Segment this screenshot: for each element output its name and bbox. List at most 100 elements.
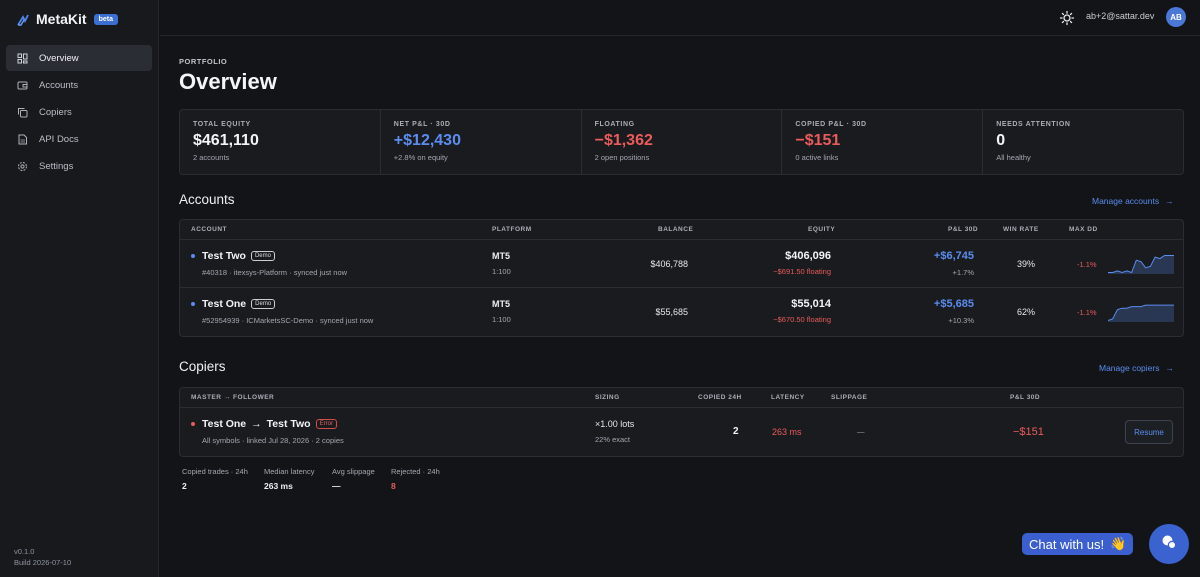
platform: MT5 xyxy=(492,251,510,261)
sidebar-item-settings[interactable]: Settings xyxy=(6,153,152,179)
stat-sub: 0 active links xyxy=(795,153,839,162)
max-drawdown: -1.1% xyxy=(1077,260,1097,269)
manage-accounts-link[interactable]: Manage accounts → xyxy=(1092,196,1174,206)
footer-stat-value: — xyxy=(332,481,341,491)
sparkline-line xyxy=(1108,255,1174,274)
footer-stat-value: 8 xyxy=(391,481,396,491)
stat-total-equity: TOTAL EQUITY $461,110 2 accounts xyxy=(180,110,381,174)
stats-bar: TOTAL EQUITY $461,110 2 accounts NET P&L… xyxy=(179,109,1184,175)
pnl-percent: +10.3% xyxy=(948,316,974,325)
table-row[interactable]: Test One → Test Two Error All symbols · … xyxy=(180,408,1183,456)
sizing-exact: 22% exact xyxy=(595,435,631,444)
footer-stat-value: 2 xyxy=(182,481,187,491)
version-number: v0.1.0 xyxy=(14,547,35,556)
footer-stat-label: Rejected · 24h xyxy=(391,467,440,476)
floating: −$670.50 floating xyxy=(773,315,831,324)
avatar[interactable]: AB xyxy=(1166,7,1186,27)
user-email[interactable]: ab+2@sattar.dev xyxy=(1086,11,1155,21)
document-icon xyxy=(17,134,28,145)
account-name-text: Test Two xyxy=(202,250,246,262)
arrow-right-icon: → xyxy=(251,418,262,430)
stat-sub: All healthy xyxy=(996,153,1031,162)
brand[interactable]: MetaKit beta xyxy=(17,10,118,28)
footer-stat-avg-slippage: Avg slippage — xyxy=(332,467,375,491)
stat-value: 0 xyxy=(996,132,1006,149)
account-name: Test One Demo xyxy=(202,298,276,310)
col-platform: PLATFORM xyxy=(492,226,532,233)
sidebar-item-label: Accounts xyxy=(39,79,79,91)
sidebar-item-api-docs[interactable]: API Docs xyxy=(6,126,152,152)
col-equity: EQUITY xyxy=(808,226,836,233)
topbar: ab+2@sattar.dev AB xyxy=(160,0,1200,36)
equity-sparkline xyxy=(1108,304,1174,322)
resume-button[interactable]: Resume xyxy=(1125,420,1173,444)
sun-icon[interactable] xyxy=(1059,10,1075,26)
stat-label: NET P&L · 30D xyxy=(393,121,451,128)
sidebar: MetaKit beta Overview Accounts Copiers A… xyxy=(0,0,159,577)
sidebar-item-copiers[interactable]: Copiers xyxy=(6,99,152,125)
account-name-text: Test One xyxy=(202,298,247,310)
equity: $55,014 xyxy=(791,298,831,310)
page-title: Overview xyxy=(179,69,277,94)
sparkline-line xyxy=(1108,304,1174,321)
footer-stat-label: Copied trades · 24h xyxy=(182,467,248,476)
stat-label: FLOATING xyxy=(594,121,635,128)
follower-name: Test Two xyxy=(266,418,311,430)
metakit-logo-icon xyxy=(17,13,29,26)
manage-copiers-link[interactable]: Manage copiers → xyxy=(1099,363,1174,373)
leverage: 1:100 xyxy=(492,267,511,276)
chat-button[interactable] xyxy=(1149,524,1189,564)
col-pnl: P&L 30D xyxy=(948,226,979,233)
chat-prompt-bubble[interactable]: Chat with us! 👋 xyxy=(1022,533,1134,555)
manage-copiers-label: Manage copiers xyxy=(1099,363,1160,373)
stat-floating: FLOATING −$1,362 2 open positions xyxy=(582,110,783,174)
manage-accounts-label: Manage accounts xyxy=(1092,196,1160,206)
status-dot xyxy=(191,422,195,426)
brand-name: MetaKit xyxy=(36,11,87,27)
stat-value: +$12,430 xyxy=(393,132,461,149)
platform: MT5 xyxy=(492,299,510,309)
build-date: Build 2026-07-10 xyxy=(14,558,72,567)
latency: 263 ms xyxy=(772,427,802,437)
account-meta: #52954939 · ICMarketsSC-Demo · synced ju… xyxy=(202,316,374,325)
stat-value: −$1,362 xyxy=(594,132,653,149)
accounts-title: Accounts xyxy=(179,192,235,207)
accounts-table-header: ACCOUNT PLATFORM BALANCE EQUITY P&L 30D … xyxy=(180,220,1183,240)
copied-count: 2 xyxy=(733,426,739,437)
sidebar-item-accounts[interactable]: Accounts xyxy=(6,72,152,98)
sparkline-area xyxy=(1108,255,1174,274)
table-row[interactable]: Test One Demo #52954939 · ICMarketsSC-De… xyxy=(180,288,1183,336)
footer-stat-median-latency: Median latency 263 ms xyxy=(264,467,314,491)
chat-icon xyxy=(1161,534,1177,555)
footer-stat-value: 263 ms xyxy=(264,481,293,491)
sidebar-item-overview[interactable]: Overview xyxy=(6,45,152,71)
copiers-title: Copiers xyxy=(179,359,226,374)
pnl: +$6,745 xyxy=(933,250,974,262)
win-rate: 39% xyxy=(1017,259,1036,269)
equity: $406,096 xyxy=(785,250,831,262)
stat-value: $461,110 xyxy=(193,132,259,149)
leverage: 1:100 xyxy=(492,315,511,324)
max-drawdown: -1.1% xyxy=(1077,308,1097,317)
error-tag: Error xyxy=(315,419,337,429)
balance: $55,685 xyxy=(655,307,688,317)
footer-stat-rejected: Rejected · 24h 8 xyxy=(391,467,440,491)
col-pnl: P&L 30D xyxy=(1010,394,1041,401)
stat-label: TOTAL EQUITY xyxy=(193,121,251,128)
col-latency: LATENCY xyxy=(771,394,805,401)
stat-value: −$151 xyxy=(795,132,841,149)
footer-stat-label: Median latency xyxy=(264,467,315,476)
status-dot xyxy=(191,254,195,258)
copy-icon xyxy=(17,107,28,118)
accounts-table: ACCOUNT PLATFORM BALANCE EQUITY P&L 30D … xyxy=(179,219,1184,337)
sidebar-item-label: Settings xyxy=(39,160,74,172)
table-row[interactable]: Test Two Demo #40318 · itexsys-Platform … xyxy=(180,240,1183,288)
stat-sub: 2 open positions xyxy=(594,153,650,162)
copier-meta: All symbols · linked Jul 28, 2026 · 2 co… xyxy=(202,436,344,445)
demo-tag: Demo xyxy=(250,251,275,261)
status-dot xyxy=(191,302,195,306)
col-slippage: SLIPPAGE xyxy=(831,394,868,401)
col-copied: COPIED 24H xyxy=(698,394,742,401)
stat-copied-pnl: COPIED P&L · 30D −$151 0 active links xyxy=(782,110,984,174)
footer-stat-label: Avg slippage xyxy=(332,467,375,476)
